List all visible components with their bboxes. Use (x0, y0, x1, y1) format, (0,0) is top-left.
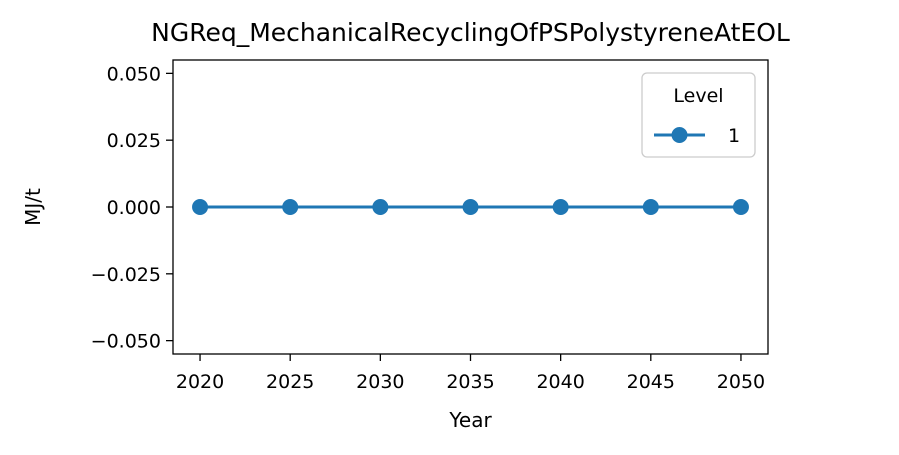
y-tick-label: −0.050 (91, 331, 161, 353)
y-tick-label: 0.000 (107, 197, 161, 219)
y-axis-label: MJ/t (21, 188, 45, 226)
data-point-marker (642, 199, 659, 215)
data-point-marker (462, 199, 479, 215)
data-point-marker (372, 199, 389, 215)
legend-marker-swatch (671, 127, 688, 143)
y-tick-label: 0.025 (107, 130, 161, 152)
x-axis-label: Year (448, 408, 492, 432)
x-axis-ticks: 2020 2025 2030 2035 2040 2045 2050 (176, 354, 765, 393)
x-tick-label: 2020 (176, 371, 224, 393)
legend-entry-label: 1 (728, 125, 740, 147)
x-tick-label: 2050 (717, 371, 765, 393)
data-point-marker (192, 199, 209, 215)
legend: Level 1 (641, 72, 756, 158)
plot-area-frame (172, 59, 769, 355)
x-tick-label: 2040 (536, 371, 584, 393)
legend-title: Level (673, 85, 723, 107)
series-layer (192, 199, 749, 215)
x-tick-label: 2035 (446, 371, 494, 393)
x-tick-label: 2045 (627, 371, 675, 393)
y-tick-label: −0.025 (91, 264, 161, 286)
y-axis-ticks: 0.050 0.025 0.000 −0.025 −0.050 (91, 63, 173, 353)
y-tick-label: 0.050 (107, 63, 161, 85)
x-tick-label: 2025 (266, 371, 314, 393)
x-tick-label: 2030 (356, 371, 404, 393)
chart-title: NGReq_MechanicalRecyclingOfPSPolystyrene… (151, 18, 790, 47)
data-point-marker (282, 199, 299, 215)
data-point-marker (732, 199, 749, 215)
data-point-marker (552, 199, 569, 215)
